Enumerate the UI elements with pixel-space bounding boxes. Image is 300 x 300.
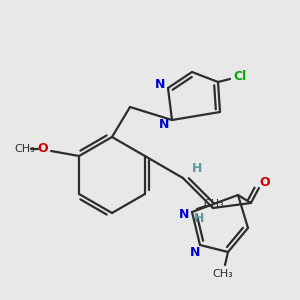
Text: N: N	[155, 79, 165, 92]
Text: O: O	[260, 176, 270, 190]
Text: O: O	[38, 142, 48, 155]
Text: N: N	[179, 208, 189, 221]
Text: CH₃: CH₃	[204, 199, 224, 209]
Text: H: H	[192, 161, 202, 175]
Text: CH₃: CH₃	[15, 144, 35, 154]
Text: CH₃: CH₃	[213, 269, 233, 279]
Text: N: N	[159, 118, 169, 131]
Text: H: H	[194, 212, 204, 224]
Text: Cl: Cl	[233, 70, 247, 83]
Text: N: N	[190, 247, 200, 260]
